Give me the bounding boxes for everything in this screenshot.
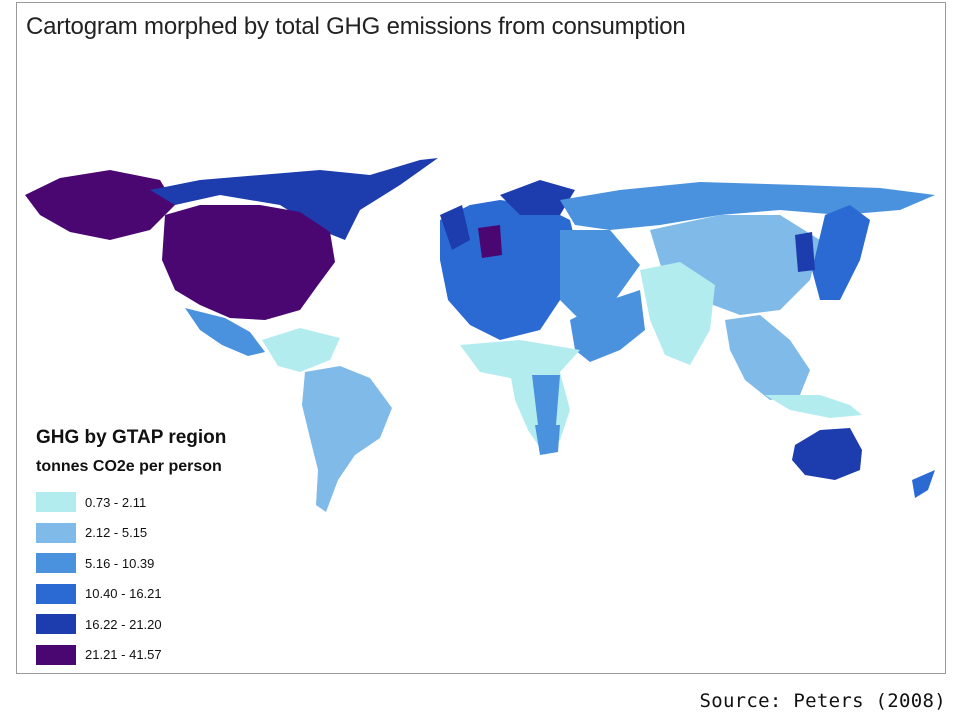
legend-items: 0.73 - 2.11 2.12 - 5.15 5.16 - 10.39 10.… [36,487,226,670]
legend-item: 5.16 - 10.39 [36,548,226,579]
legend-label: 5.16 - 10.39 [85,555,155,571]
legend-label: 0.73 - 2.11 [85,494,147,510]
legend-subtitle: tonnes CO2e per person [36,458,222,475]
legend: GHG by GTAP region tonnes CO2e per perso… [36,427,226,670]
legend-swatch [36,553,76,574]
legend-swatch [36,614,76,635]
legend-swatch [36,492,76,513]
region-mexico [185,308,265,356]
region-south-america [302,366,392,512]
legend-label: 16.22 - 21.20 [85,616,162,632]
region-south-africa [535,425,560,455]
legend-item: 2.12 - 5.15 [36,518,226,549]
region-benelux [478,225,502,258]
map-title: Cartogram morphed by total GHG emissions… [26,13,686,40]
region-southeast-asia [725,315,810,400]
cartogram-map [25,158,935,512]
region-scandinavia [500,180,575,215]
region-korea [795,232,815,272]
region-western-europe [440,200,580,340]
map-frame [16,2,946,674]
source-caption: Source: Peters (2008) [699,690,946,712]
region-north-africa [460,340,580,380]
legend-label: 2.12 - 5.15 [85,525,148,541]
legend-swatch [36,644,76,665]
region-eastern-europe [560,230,640,320]
legend-swatch [36,522,76,543]
region-alaska [25,170,175,240]
legend-item: 0.73 - 2.11 [36,487,226,518]
region-australia [792,428,862,480]
region-central-america [262,328,340,372]
legend-item: 10.40 - 16.21 [36,579,226,610]
region-uk [440,205,470,250]
region-india [640,262,715,365]
legend-swatch [36,583,76,604]
legend-label: 21.21 - 41.57 [85,647,162,663]
legend-item: 16.22 - 21.20 [36,609,226,640]
region-canada [150,158,438,240]
legend-item: 21.21 - 41.57 [36,640,226,671]
region-japan [812,205,870,300]
region-indonesia [765,395,862,418]
legend-label: 10.40 - 16.21 [85,586,162,602]
region-russia [560,182,935,230]
legend-title: GHG by GTAP region [36,427,227,448]
region-middle-east [570,290,645,362]
region-usa [162,205,335,320]
region-new-zealand [912,470,935,498]
region-central-africa [532,375,560,425]
